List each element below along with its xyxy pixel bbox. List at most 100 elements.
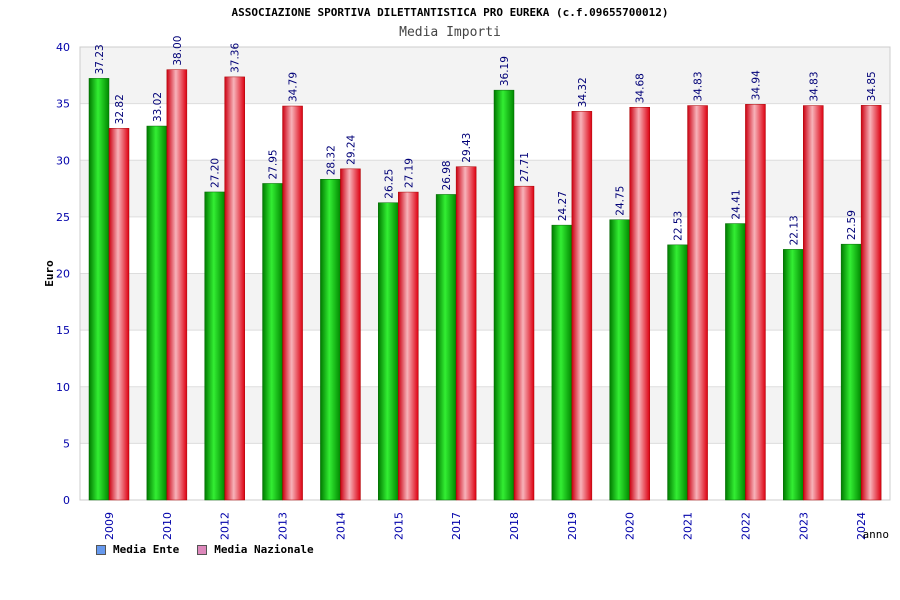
y-tick-label: 5 [63,437,70,450]
bar-media-ente [783,249,804,501]
plot-frame [79,46,891,501]
legend-label-ente: Media Ente [113,543,180,556]
chart-title: ASSOCIAZIONE SPORTIVA DILETTANTISTICA PR… [231,6,669,19]
data-label: 27.20 [210,158,222,188]
bar-media-ente [320,179,341,501]
y-tick-label: 15 [56,324,70,337]
bar-media-nazionale [455,166,477,501]
data-label: 22.53 [673,211,685,241]
bar-media-ente [725,223,746,501]
bar-media-ente [88,78,110,501]
legend-item-ente: Media Ente [96,543,179,556]
data-label: 29.43 [461,133,473,163]
bar-media-nazionale [745,104,766,501]
data-label: 22.59 [846,210,858,240]
x-tick-label: 2015 [392,512,405,540]
bar-media-nazionale [629,106,650,501]
y-tick-label: 30 [56,154,70,167]
bar-media-nazionale [398,191,419,501]
x-tick-label: 2023 [797,512,810,540]
data-label: 38.00 [172,36,184,66]
bar-media-nazionale [803,105,824,501]
x-tick-label: 2019 [566,512,579,540]
data-label: 27.19 [403,158,415,188]
y-tick-label: 20 [56,268,70,281]
x-tick-label: 2010 [161,512,174,540]
data-label: 34.68 [635,73,647,103]
legend-swatch-nazionale [197,544,208,555]
y-tick-label: 35 [56,98,70,111]
bar-media-nazionale [687,105,708,501]
x-tick-label: 2020 [624,512,637,540]
data-label: 22.13 [788,215,800,245]
plot-band [80,160,890,217]
data-label: 37.23 [94,44,106,74]
plot-band [80,273,890,331]
legend-item-nazionale: Media Nazionale [197,543,314,556]
plot-band [80,443,890,500]
bar-media-ente [378,202,399,501]
bar-media-nazionale [166,69,188,501]
bar-media-ente [204,191,225,501]
data-label: 34.83 [808,71,820,101]
data-label: 29.24 [345,134,357,164]
plot-band [80,47,890,104]
x-tick-label: 2013 [277,512,290,540]
data-label: 24.27 [557,191,569,221]
data-label: 34.94 [750,70,762,100]
x-tick-label: 2022 [739,512,752,540]
data-label: 32.82 [114,94,126,124]
legend: Media Ente Media Nazionale [96,543,314,556]
plot-band [80,386,890,444]
x-tick-label: 2017 [450,512,463,540]
data-label: 34.85 [866,71,878,101]
bar-media-nazionale [513,185,535,501]
data-label: 26.98 [441,160,453,190]
x-tick-label: 2009 [103,512,116,540]
data-label: 26.25 [383,169,395,199]
data-label: 24.75 [615,186,627,216]
bar-media-ente [551,224,573,501]
data-label: 24.41 [730,189,742,219]
plot-band [80,216,890,274]
bar-media-ente [840,243,862,501]
y-tick-label: 25 [56,211,70,224]
chart-subtitle: Media Importi [399,25,501,40]
bar-media-nazionale [860,105,882,501]
data-label: 37.36 [230,43,242,73]
bar-media-ente [435,194,457,501]
x-tick-label: 2012 [219,512,232,540]
data-label: 27.71 [519,152,531,182]
data-label: 34.32 [577,77,589,107]
bar-media-ente [609,219,630,501]
bar-media-ente [667,244,688,501]
y-tick-label: 0 [63,494,70,507]
data-label: 36.19 [499,56,511,86]
legend-label-nazionale: Media Nazionale [214,543,314,556]
data-label: 28.32 [325,145,337,175]
bar-media-nazionale [571,111,593,501]
x-tick-label: 2014 [334,512,347,540]
y-tick-label: 10 [56,381,70,394]
data-label: 33.02 [152,92,164,122]
bar-media-ente [262,183,283,501]
data-label: 34.83 [693,71,705,101]
y-tick-label: 40 [56,41,70,54]
bar-media-ente [493,89,515,501]
y-axis-title: Euro [43,260,56,287]
bar-media-nazionale [282,105,303,501]
bar-media-ente [146,125,168,501]
x-tick-label: 2024 [855,512,868,540]
x-tick-label: 2018 [508,512,521,540]
legend-swatch-ente [96,544,106,555]
bar-media-nazionale [108,128,130,501]
plot-band [80,330,890,387]
bar-media-nazionale [340,168,361,501]
data-label: 27.95 [268,149,280,179]
data-label: 34.79 [288,72,300,102]
x-tick-label: 2021 [682,512,695,540]
bar-media-nazionale [224,76,245,501]
x-axis-title: anno [863,528,890,541]
plot-band [80,103,890,161]
